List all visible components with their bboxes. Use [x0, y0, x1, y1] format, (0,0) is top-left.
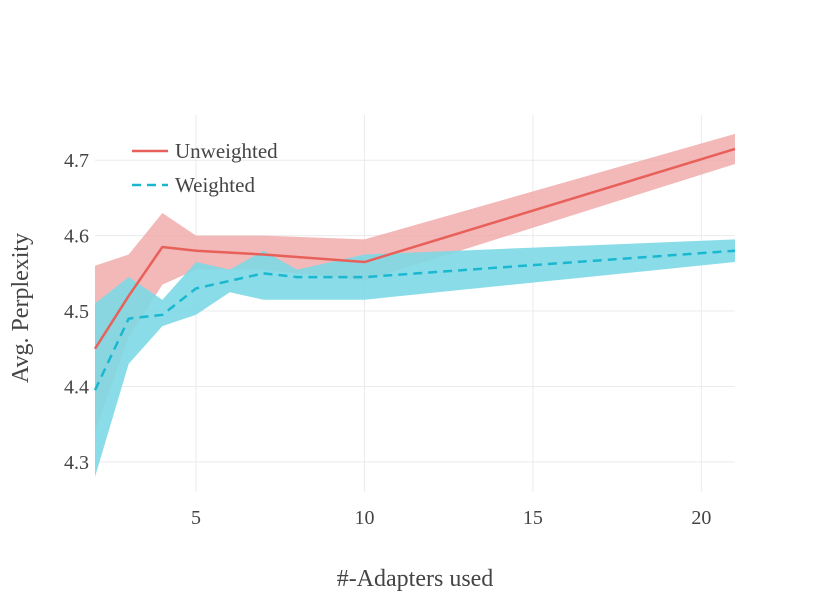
- y-tick-label: 4.3: [64, 452, 89, 474]
- axis-ticks: 5 10 15 20 4.3 4.4 4.5 4.6 4.7: [64, 150, 711, 529]
- x-axis-title: #-Adapters used: [337, 566, 494, 592]
- x-tick-label: 20: [691, 507, 711, 529]
- weighted-legend-label: Weighted: [175, 173, 255, 197]
- y-tick-label: 4.5: [64, 301, 89, 323]
- unweighted-band: [95, 133, 735, 432]
- legend: Unweighted Weighted: [132, 139, 278, 197]
- series-lines: [93, 147, 736, 391]
- x-tick-label: 15: [523, 507, 543, 529]
- grid: [95, 115, 735, 492]
- unweighted-legend-label: Unweighted: [175, 139, 278, 163]
- y-tick-label: 4.6: [64, 226, 89, 248]
- confidence-bands: [95, 133, 735, 477]
- unweighted-line: [93, 147, 736, 350]
- y-tick-label: 4.4: [64, 376, 89, 398]
- x-tick-label: 10: [354, 507, 374, 529]
- weighted-band: [95, 239, 735, 477]
- y-axis-title: Avg. Perplexity: [8, 233, 34, 383]
- y-tick-label: 4.7: [64, 150, 89, 172]
- x-tick-label: 5: [191, 507, 201, 529]
- weighted-line: [93, 249, 736, 391]
